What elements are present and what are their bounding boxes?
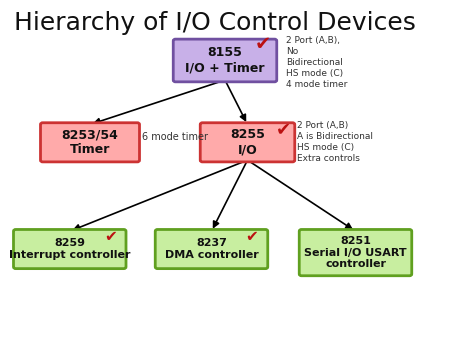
Text: ✔: ✔ bbox=[246, 229, 258, 244]
Text: 8255
I/O: 8255 I/O bbox=[230, 128, 265, 156]
Text: 6 mode timer: 6 mode timer bbox=[142, 132, 208, 142]
FancyBboxPatch shape bbox=[299, 230, 412, 276]
Text: 8259
Interrupt controller: 8259 Interrupt controller bbox=[9, 238, 130, 260]
Text: 2 Port (A,B),
No
Bidirectional
HS mode (C)
4 mode timer: 2 Port (A,B), No Bidirectional HS mode (… bbox=[286, 35, 347, 89]
FancyBboxPatch shape bbox=[200, 123, 295, 162]
Text: 8155
I/O + Timer: 8155 I/O + Timer bbox=[185, 47, 265, 74]
FancyBboxPatch shape bbox=[155, 230, 268, 269]
Text: 8253/54
Timer: 8253/54 Timer bbox=[62, 128, 118, 156]
FancyBboxPatch shape bbox=[40, 123, 140, 162]
Text: 8237
DMA controller: 8237 DMA controller bbox=[165, 238, 258, 260]
Text: 2 Port (A,B)
A is Bidirectional
HS mode (C)
Extra controls: 2 Port (A,B) A is Bidirectional HS mode … bbox=[297, 121, 373, 163]
Text: Hierarchy of I/O Control Devices: Hierarchy of I/O Control Devices bbox=[14, 11, 415, 35]
FancyBboxPatch shape bbox=[14, 230, 126, 269]
FancyBboxPatch shape bbox=[173, 39, 277, 82]
Text: 8251
Serial I/O USART
controller: 8251 Serial I/O USART controller bbox=[304, 236, 407, 269]
Text: ✔: ✔ bbox=[104, 229, 117, 244]
Text: ✔: ✔ bbox=[276, 120, 291, 138]
Text: ✔: ✔ bbox=[255, 35, 271, 54]
